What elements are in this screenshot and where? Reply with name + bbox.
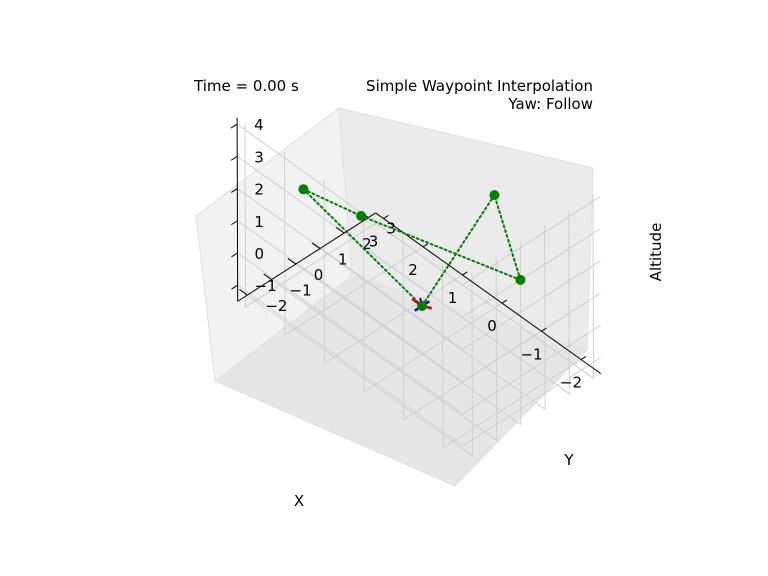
x-tick <box>462 271 468 276</box>
z-tick <box>230 155 238 161</box>
grid-line-y <box>319 248 546 410</box>
time-label: Time = 0.00 s <box>194 77 299 95</box>
grid-line-y <box>495 256 498 441</box>
x-tick-label: 2 <box>408 261 418 279</box>
z-axis-line <box>236 117 239 302</box>
x-tick-label: −1 <box>520 345 542 363</box>
x-tick-label: 0 <box>487 317 497 335</box>
y-tick-label: −2 <box>265 297 287 315</box>
y-tick-label: −1 <box>290 282 312 300</box>
grid-line-z <box>462 260 601 350</box>
grid-line-x <box>324 274 463 364</box>
chart-subtitle: Yaw: Follow <box>508 95 593 113</box>
y-tick-label: 2 <box>362 235 372 253</box>
grid-line-z <box>237 252 463 415</box>
waypoint-marker <box>298 184 309 195</box>
path-segment <box>421 194 496 307</box>
z-tick <box>231 252 238 258</box>
axis-lines <box>236 117 602 375</box>
grid-line-x <box>363 302 503 392</box>
grid-line-x <box>323 179 326 364</box>
grid-line-y <box>295 263 522 426</box>
waypoint-marker <box>417 301 427 311</box>
z-tick-label: −1 <box>255 277 277 295</box>
x-tick <box>541 327 547 332</box>
y-tick <box>287 258 297 265</box>
grid-line-z <box>236 123 463 286</box>
grid-line-y <box>471 272 473 456</box>
z-tick <box>231 220 238 226</box>
z-tick-label: 1 <box>254 213 264 231</box>
grid-line-y <box>519 241 522 425</box>
z-tick <box>231 188 238 193</box>
z-tick-label: 2 <box>254 181 264 199</box>
waypoint-marker <box>356 210 367 221</box>
grid-line-x <box>442 264 444 448</box>
grid-line-y <box>247 294 473 457</box>
y-tick <box>263 273 272 280</box>
grid-line-x <box>284 151 286 336</box>
x-tick <box>383 215 389 219</box>
z-tick-label: 0 <box>255 245 265 263</box>
x-tick <box>422 243 429 248</box>
z-tick-label: 3 <box>254 148 264 166</box>
grid-line-z <box>462 228 601 318</box>
path-segment <box>360 214 522 281</box>
y-axis-line <box>237 212 376 302</box>
z-tick <box>231 284 238 290</box>
grid-lines <box>236 123 601 457</box>
x-tick-label: 3 <box>369 233 379 251</box>
z-tick-label: 4 <box>254 116 264 134</box>
y-axis-label: Y <box>563 451 574 469</box>
grid-line-x <box>284 246 424 336</box>
grid-line-z <box>462 196 601 286</box>
y-tick-label: 0 <box>314 266 324 284</box>
waypoint-marker <box>489 190 500 201</box>
x-tick <box>580 356 587 360</box>
y-tick <box>335 227 345 234</box>
path-segment <box>302 188 423 307</box>
y-tick <box>311 242 321 249</box>
y-tick <box>239 289 248 296</box>
waypoint-path <box>302 188 522 307</box>
grid-line-x <box>363 207 365 392</box>
z-axis-label: Altitude <box>647 223 665 282</box>
x-tick-label: 1 <box>448 289 458 307</box>
tick-marks <box>230 123 587 360</box>
waypoint-markers <box>298 184 526 311</box>
grid-line-y <box>568 210 570 394</box>
grid-line-y <box>544 225 546 410</box>
grid-line-x <box>244 123 247 307</box>
grid-line-z <box>462 324 601 415</box>
x-tick <box>501 299 508 304</box>
grid-line-z <box>237 220 463 382</box>
grid-line-z <box>462 292 601 382</box>
x-axis-label: X <box>294 492 304 510</box>
grid-line-x <box>402 236 405 420</box>
chart-title: Simple Waypoint Interpolation <box>366 77 593 95</box>
grid-line-y <box>592 194 594 379</box>
y-tick-label: 1 <box>338 251 348 269</box>
grid-line-y <box>271 279 497 441</box>
grid-line-x <box>442 359 582 449</box>
grid-line-z <box>462 357 601 447</box>
waypoint-marker <box>515 274 526 285</box>
z-tick <box>230 123 238 129</box>
floor-pane <box>214 275 588 487</box>
grid-line-z <box>237 188 463 350</box>
path-segment <box>493 194 522 281</box>
path-segment <box>302 188 363 217</box>
grid-line-z <box>237 284 464 447</box>
x-axis-line <box>375 212 602 375</box>
grid-line-x <box>245 218 384 308</box>
grid-line-z <box>236 155 463 318</box>
x-tick-label: −2 <box>560 374 582 392</box>
